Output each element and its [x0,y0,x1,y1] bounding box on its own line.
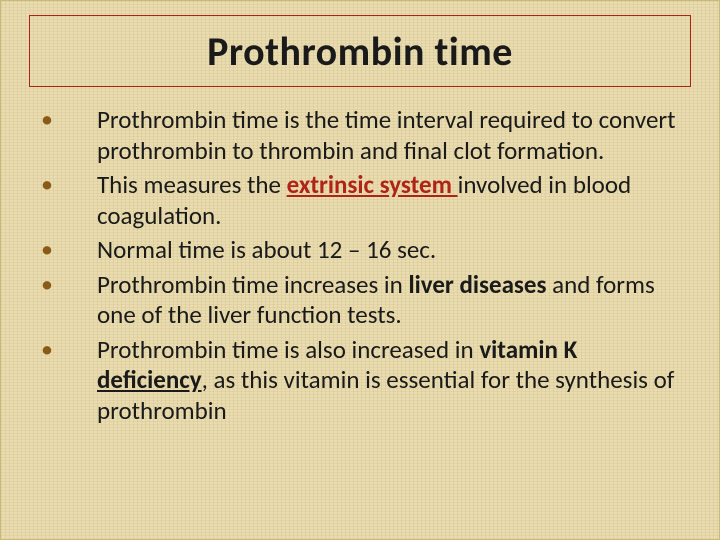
list-item: •Prothrombin time increases in liver dis… [37,270,683,331]
bullet-icon: • [37,105,97,135]
bullet-icon: • [37,270,97,300]
list-item-text: This measures the extrinsic system invol… [97,170,683,231]
bullet-icon: • [37,170,97,200]
list-item-text: Prothrombin time increases in liver dise… [97,270,683,331]
list-item-text: Prothrombin time is also increased in vi… [97,335,683,427]
list-item-text: Prothrombin time is the time interval re… [97,105,683,166]
slide: Prothrombin time •Prothrombin time is th… [0,0,720,540]
list-item: •Prothrombin time is the time interval r… [37,105,683,166]
list-item: •Normal time is about 12 – 16 sec. [37,235,683,266]
title-box: Prothrombin time [29,15,691,87]
bullet-icon: • [37,335,97,365]
slide-body: •Prothrombin time is the time interval r… [37,105,683,515]
list-item: •This measures the extrinsic system invo… [37,170,683,231]
bullet-icon: • [37,235,97,265]
list-item-text: Normal time is about 12 – 16 sec. [97,235,683,266]
slide-title: Prothrombin time [207,27,513,76]
list-item: •Prothrombin time is also increased in v… [37,335,683,427]
